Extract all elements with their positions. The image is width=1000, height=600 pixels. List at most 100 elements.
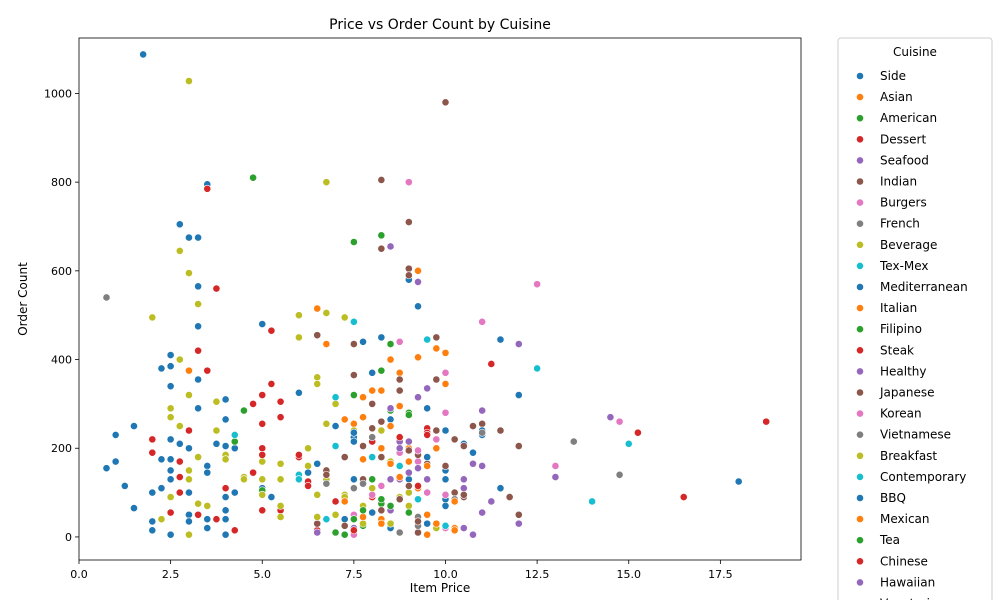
scatter-point — [423, 335, 432, 344]
scatter-point — [734, 477, 743, 486]
scatter-point — [175, 422, 184, 430]
scatter-point — [230, 437, 239, 446]
scatter-point — [634, 428, 642, 437]
scatter-point — [414, 482, 422, 490]
scatter-point — [496, 426, 505, 435]
scatter-point — [276, 397, 285, 406]
scatter-point — [166, 455, 175, 464]
scatter-point — [432, 435, 441, 444]
scatter-point — [349, 428, 358, 437]
scatter-point — [404, 457, 413, 466]
scatter-point — [423, 488, 432, 497]
legend-entry-label: Dessert — [880, 132, 926, 146]
scatter-point — [606, 413, 615, 422]
scatter-point — [441, 462, 450, 470]
scatter-point — [340, 313, 349, 322]
scatter-point — [423, 431, 432, 439]
scatter-point — [478, 317, 487, 326]
legend-entry-label: Steak — [880, 343, 914, 357]
scatter-point — [349, 484, 358, 493]
scatter-point — [276, 475, 285, 484]
scatter-point — [368, 453, 377, 462]
scatter-point — [762, 417, 771, 426]
scatter-point — [386, 422, 395, 430]
scatter-point — [221, 455, 230, 464]
scatter-point — [404, 446, 413, 455]
x-tick-label: 7.5 — [345, 568, 363, 581]
scatter-point — [386, 459, 395, 468]
legend-entry-label: Tex-Mex — [879, 259, 929, 273]
scatter-point — [102, 464, 111, 473]
scatter-point — [551, 473, 560, 481]
scatter-point — [395, 444, 404, 453]
scatter-point — [185, 466, 193, 475]
scatter-point — [267, 380, 276, 388]
x-tick-label: 15.0 — [616, 568, 641, 581]
scatter-point — [148, 435, 157, 444]
x-axis-ticks: 0.0 2.5 5.0 7.5 10.0 12.5 15.0 17.5 — [70, 560, 733, 581]
scatter-point — [368, 484, 377, 493]
scatter-point — [185, 233, 193, 242]
scatter-point — [423, 453, 432, 462]
scatter-point — [185, 517, 193, 526]
scatter-point — [487, 497, 496, 506]
scatter-point — [441, 426, 450, 435]
scatter-point — [212, 284, 221, 293]
scatter-point — [423, 510, 432, 519]
scatter-point — [423, 384, 432, 393]
scatter-point — [349, 419, 358, 428]
scatter-point — [349, 238, 358, 246]
scatter-point — [414, 353, 422, 362]
scatter-point — [395, 375, 404, 384]
scatter-point — [441, 348, 450, 357]
scatter-point — [359, 506, 367, 515]
scatter-point — [423, 404, 432, 413]
scatter-point — [249, 173, 257, 182]
scatter-point — [304, 462, 312, 470]
scatter-point — [386, 355, 395, 364]
scatter-point — [441, 475, 450, 484]
scatter-point — [395, 433, 404, 442]
scatter-point — [404, 488, 413, 497]
scatter-point — [322, 479, 331, 488]
scatter-point — [185, 77, 193, 85]
chart-title: Price vs Order Count by Cuisine — [329, 17, 551, 33]
scatter-point — [588, 497, 596, 506]
scatter-point — [166, 530, 175, 539]
scatter-point — [368, 475, 377, 484]
scatter-point — [120, 482, 129, 490]
scatter-point — [615, 470, 624, 479]
scatter-point — [423, 462, 432, 470]
scatter-point — [139, 50, 148, 59]
legend-marker — [856, 430, 864, 439]
scatter-point — [349, 475, 358, 484]
scatter-point — [359, 519, 367, 528]
scatter-point — [432, 344, 441, 353]
legend-entry-label: Tea — [879, 533, 900, 547]
scatter-point — [166, 475, 175, 484]
scatter-point — [294, 333, 303, 342]
scatter-point — [221, 506, 230, 515]
x-tick-label: 5.0 — [253, 568, 271, 581]
legend-entry-label: Beverage — [880, 238, 937, 252]
legend-entry-label: Hawaiian — [880, 575, 935, 589]
scatter-point — [377, 333, 386, 342]
scatter-point — [166, 508, 175, 517]
scatter-point — [203, 366, 212, 375]
scatter-point — [258, 391, 267, 399]
legend-entry-label: Burgers — [880, 196, 927, 210]
scatter-point — [230, 526, 239, 535]
scatter-point — [175, 488, 184, 497]
scatter-point — [258, 419, 267, 428]
scatter-point — [432, 333, 441, 342]
scatter-point — [478, 419, 487, 428]
scatter-point — [487, 360, 496, 368]
scatter-point — [395, 386, 404, 395]
legend-marker — [856, 240, 864, 249]
scatter-point — [185, 426, 193, 435]
scatter-point — [221, 515, 230, 524]
points-layer — [102, 50, 771, 539]
scatter-point — [377, 519, 386, 528]
scatter-point — [450, 497, 459, 506]
scatter-point — [322, 419, 331, 428]
